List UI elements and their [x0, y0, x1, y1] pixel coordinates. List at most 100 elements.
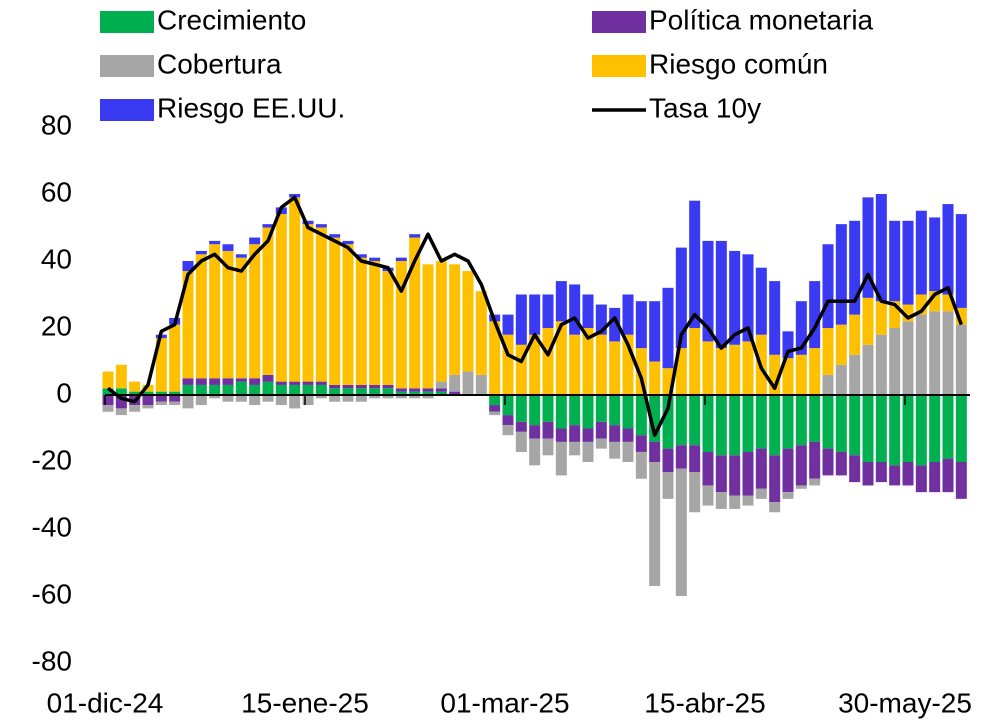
bar-segment — [409, 234, 421, 238]
bar-segment — [182, 378, 194, 385]
legend-label: Política monetaria — [649, 4, 874, 35]
bar-segment — [169, 395, 181, 402]
bar-segment — [249, 237, 261, 245]
bar-segment — [729, 250, 741, 345]
bar-segment — [702, 485, 714, 506]
bar-segment — [262, 227, 274, 375]
bar-segment — [742, 451, 754, 496]
bar-segment — [582, 441, 594, 462]
bar-segment — [395, 395, 407, 399]
bar-segment — [809, 281, 821, 349]
bar-segment — [369, 261, 381, 385]
bar-segment — [755, 488, 767, 499]
bar-segment — [555, 281, 567, 322]
bar-segment — [622, 294, 634, 335]
bar-segment — [169, 391, 181, 395]
bar-segment — [862, 297, 874, 345]
x-tick-label: 15-abr-25 — [644, 687, 765, 718]
bar-segment — [369, 395, 381, 399]
bar-segment — [835, 451, 847, 476]
bar-segment — [689, 472, 701, 513]
x-tick-label: 01-dic-24 — [47, 687, 164, 718]
bar-segment — [675, 348, 687, 395]
bar-segment — [649, 441, 661, 462]
legend-swatch — [592, 11, 646, 33]
bar-segment — [195, 378, 207, 385]
bar-segment — [662, 448, 674, 473]
bar-segment — [435, 388, 447, 392]
bar-segment — [302, 395, 314, 406]
bar-segment — [275, 381, 287, 385]
bar-segment — [529, 334, 541, 395]
bar-segment — [582, 328, 594, 395]
bar-segment — [955, 214, 967, 308]
legend-swatch — [100, 11, 154, 33]
bar-segment — [822, 374, 834, 395]
bar-segment — [449, 374, 461, 392]
bar-segment — [222, 384, 234, 395]
bar-segment — [635, 451, 647, 479]
bar-segment — [342, 240, 354, 245]
bar-segment — [262, 224, 274, 228]
bar-segment — [369, 257, 381, 261]
bar-segment — [862, 344, 874, 395]
bar-segment — [595, 421, 607, 439]
bar-segment — [609, 425, 621, 442]
bar-segment — [102, 405, 114, 412]
bar-segment — [409, 391, 421, 395]
bar-segment — [502, 415, 514, 426]
bar-segment — [622, 428, 634, 442]
bar-segment — [195, 395, 207, 406]
bar-segment — [435, 381, 447, 389]
bar-segment — [329, 234, 341, 238]
bar-segment — [182, 384, 194, 395]
bar-segment — [862, 395, 874, 462]
bar-segment — [689, 328, 701, 395]
bar-segment — [595, 395, 607, 422]
bar-segment — [489, 395, 501, 406]
bar-segment — [915, 294, 927, 315]
bar-segment — [395, 261, 407, 389]
bar-segment — [382, 395, 394, 399]
bar-segment — [222, 378, 234, 385]
bar-segment — [569, 395, 581, 426]
bar-segment — [875, 194, 887, 302]
bar-segment — [689, 445, 701, 473]
bar-segment — [289, 384, 301, 395]
bar-segment — [355, 388, 367, 395]
bar-segment — [729, 344, 741, 395]
bar-segment — [462, 371, 474, 395]
bar-segment — [769, 395, 781, 456]
bar-segment — [262, 374, 274, 382]
bar-segment — [502, 314, 514, 335]
legend-label: Riesgo común — [649, 48, 828, 79]
bar-segment — [862, 197, 874, 298]
bar-segment — [542, 395, 554, 422]
bar-segment — [929, 217, 941, 292]
bar-segment — [715, 240, 727, 349]
bar-segment — [649, 301, 661, 362]
bar-segment — [849, 354, 861, 395]
bar-segment — [182, 395, 194, 409]
bar-segment — [849, 314, 861, 355]
bar-segment — [315, 384, 327, 395]
bar-segment — [302, 224, 314, 382]
bar-segment — [235, 378, 247, 382]
bar-segment — [675, 395, 687, 446]
bar-segment — [235, 381, 247, 395]
y-tick-label: -80 — [32, 645, 72, 676]
bar-segment — [635, 348, 647, 395]
bar-segment — [235, 395, 247, 402]
bar-segment — [649, 361, 661, 395]
bar-segment — [782, 331, 794, 359]
bar-segment — [422, 391, 434, 395]
bar-segment — [249, 395, 261, 406]
bar-segment — [875, 334, 887, 395]
bar-segment — [502, 395, 514, 416]
bar-segment — [449, 391, 461, 395]
bar-segment — [689, 395, 701, 446]
bar-segment — [795, 301, 807, 355]
bar-segment — [115, 408, 127, 416]
legend-label: Crecimiento — [157, 4, 306, 35]
